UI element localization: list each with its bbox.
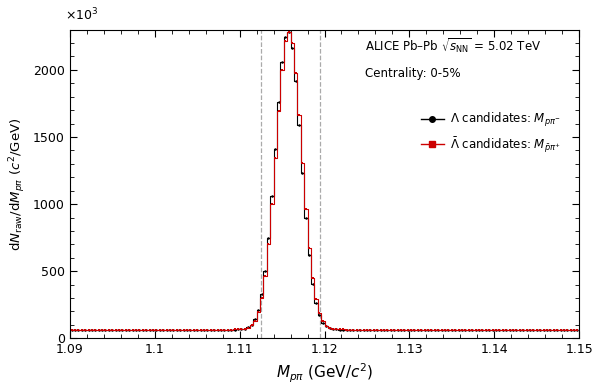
X-axis label: $M_{p\pi}$ (GeV/$c^{2}$): $M_{p\pi}$ (GeV/$c^{2}$)	[276, 362, 373, 385]
Y-axis label: d$N_{\mathrm{raw}}$/d$M_{p\pi}$ ($c^{2}$/GeV): d$N_{\mathrm{raw}}$/d$M_{p\pi}$ ($c^{2}$…	[7, 117, 28, 250]
Text: Centrality: 0-5%: Centrality: 0-5%	[365, 67, 461, 80]
Text: ALICE Pb–Pb $\sqrt{s_{\mathrm{NN}}}$ = 5.02 TeV: ALICE Pb–Pb $\sqrt{s_{\mathrm{NN}}}$ = 5…	[365, 36, 542, 55]
Legend: $\Lambda$ candidates: $M_{p\pi^{-}}$, $\bar{\Lambda}$ candidates: $M_{\bar{p}\pi: $\Lambda$ candidates: $M_{p\pi^{-}}$, $\…	[416, 107, 566, 159]
Text: $\times10^{3}$: $\times10^{3}$	[65, 7, 98, 24]
